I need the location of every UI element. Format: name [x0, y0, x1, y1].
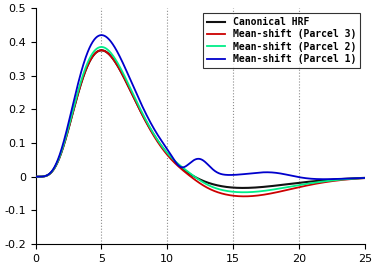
Canonical HRF	[67, 124, 71, 128]
Canonical HRF	[179, 166, 183, 169]
Mean-shift (Parcel 2)	[260, 189, 265, 193]
Mean-shift (Parcel 2)	[242, 191, 246, 194]
Canonical HRF	[99, 49, 104, 52]
Mean-shift (Parcel 1)	[167, 150, 171, 154]
Canonical HRF	[291, 182, 295, 185]
Mean-shift (Parcel 3)	[67, 124, 71, 128]
Mean-shift (Parcel 2)	[179, 165, 183, 168]
Mean-shift (Parcel 2)	[297, 184, 301, 187]
Mean-shift (Parcel 3)	[291, 187, 295, 190]
Canonical HRF	[297, 181, 301, 184]
Canonical HRF	[362, 176, 367, 180]
Canonical HRF	[33, 175, 38, 178]
Mean-shift (Parcel 1)	[33, 175, 38, 178]
Mean-shift (Parcel 2)	[167, 154, 171, 157]
Mean-shift (Parcel 1)	[67, 118, 71, 122]
Mean-shift (Parcel 1)	[290, 174, 295, 177]
Mean-shift (Parcel 2)	[99, 45, 104, 49]
Legend: Canonical HRF, Mean-shift (Parcel 3), Mean-shift (Parcel 2), Mean-shift (Parcel : Canonical HRF, Mean-shift (Parcel 3), Me…	[203, 13, 360, 68]
Mean-shift (Parcel 3)	[260, 193, 265, 196]
Canonical HRF	[167, 154, 171, 157]
Canonical HRF	[260, 185, 265, 189]
Mean-shift (Parcel 2)	[67, 123, 71, 126]
Line: Canonical HRF: Canonical HRF	[36, 50, 365, 188]
Line: Mean-shift (Parcel 1): Mean-shift (Parcel 1)	[36, 35, 365, 179]
Line: Mean-shift (Parcel 2): Mean-shift (Parcel 2)	[36, 47, 365, 192]
Mean-shift (Parcel 3)	[179, 167, 183, 170]
Mean-shift (Parcel 3)	[33, 175, 38, 178]
Mean-shift (Parcel 2)	[362, 176, 367, 180]
Mean-shift (Parcel 3)	[362, 177, 367, 180]
Mean-shift (Parcel 3)	[297, 186, 301, 189]
Mean-shift (Parcel 2)	[33, 175, 38, 178]
Mean-shift (Parcel 1)	[296, 176, 301, 179]
Mean-shift (Parcel 1)	[362, 176, 367, 180]
Mean-shift (Parcel 2)	[291, 185, 295, 188]
Mean-shift (Parcel 1)	[179, 165, 183, 169]
Mean-shift (Parcel 3)	[242, 195, 246, 198]
Line: Mean-shift (Parcel 3): Mean-shift (Parcel 3)	[36, 50, 365, 196]
Mean-shift (Parcel 3)	[167, 155, 171, 159]
Mean-shift (Parcel 1)	[260, 171, 264, 174]
Mean-shift (Parcel 1)	[322, 178, 326, 181]
Mean-shift (Parcel 1)	[99, 34, 104, 37]
Mean-shift (Parcel 3)	[99, 49, 104, 52]
Canonical HRF	[241, 186, 245, 189]
